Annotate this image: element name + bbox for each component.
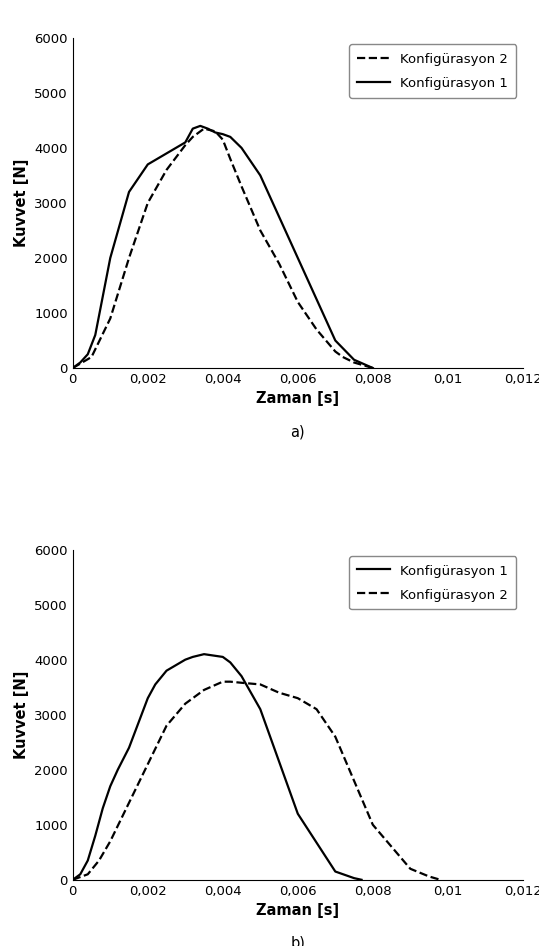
X-axis label: Zaman [s]: Zaman [s] — [256, 392, 340, 407]
Y-axis label: Kuvvet [N]: Kuvvet [N] — [13, 671, 29, 759]
Text: a): a) — [291, 424, 305, 439]
Legend: Konfigürasyon 1, Konfigürasyon 2: Konfigürasyon 1, Konfigürasyon 2 — [349, 556, 516, 609]
X-axis label: Zaman [s]: Zaman [s] — [256, 903, 340, 919]
Y-axis label: Kuvvet [N]: Kuvvet [N] — [13, 159, 29, 247]
Text: b): b) — [291, 936, 305, 946]
Legend: Konfigürasyon 2, Konfigürasyon 1: Konfigürasyon 2, Konfigürasyon 1 — [349, 44, 516, 97]
